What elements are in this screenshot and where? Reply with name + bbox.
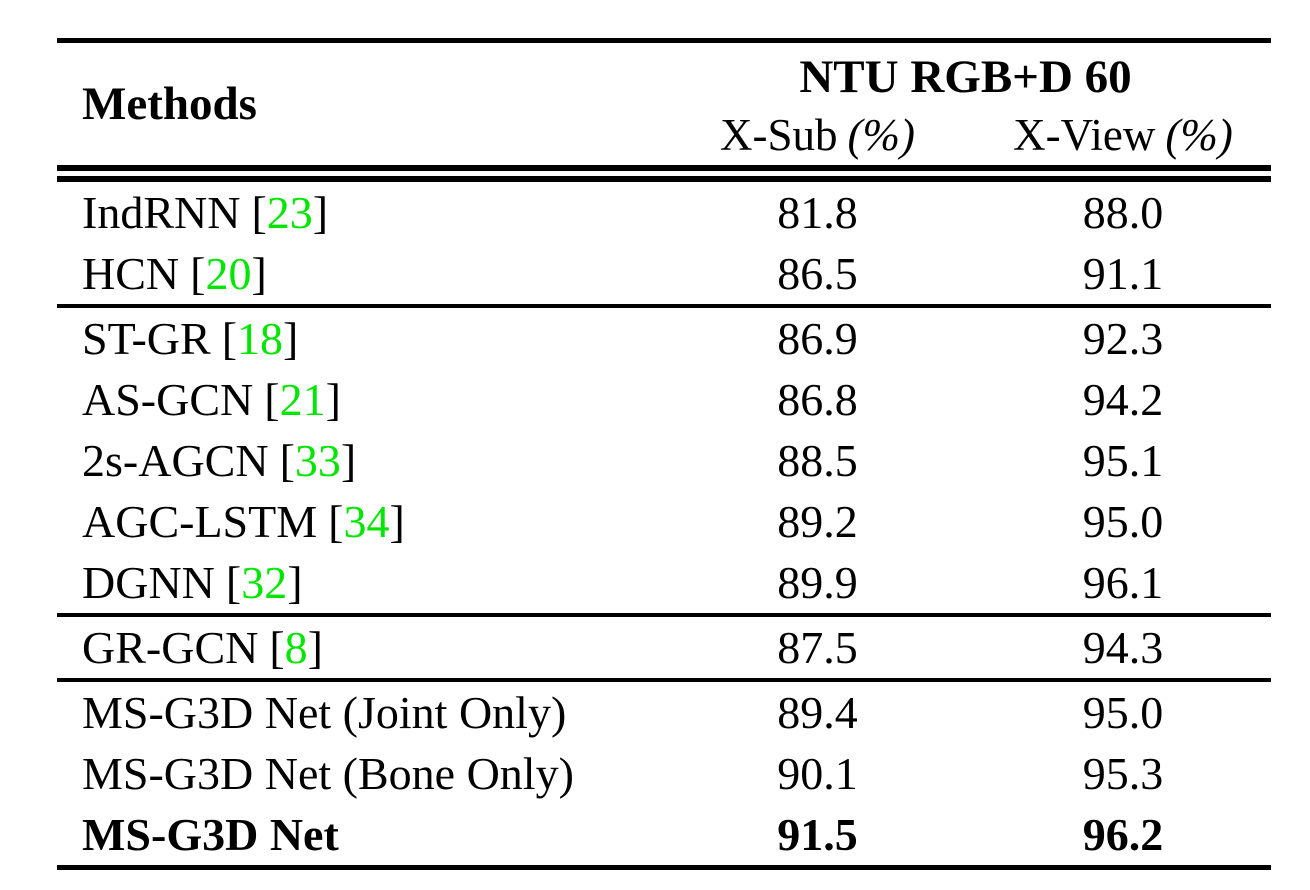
- method-name: AGC-LSTM: [82, 496, 318, 547]
- method-cell: AS-GCN 21: [57, 369, 660, 430]
- xview-value: 92.3: [975, 304, 1271, 369]
- dataset-header: NTU RGB+D 60: [799, 51, 1132, 103]
- xsub-header-label: X-Sub: [720, 110, 838, 160]
- citation-number[interactable]: 33: [294, 435, 341, 486]
- method-cell: IndRNN 23: [57, 174, 660, 244]
- xview-value: 95.0: [1082, 496, 1164, 547]
- method-name: 2s-AGCN: [82, 435, 269, 486]
- method-cell: MS-G3D Net: [57, 804, 660, 868]
- citation-ref[interactable]: 21: [264, 374, 341, 425]
- xview-header-label: X-View: [1013, 110, 1156, 160]
- results-table: Methods NTU RGB+D 60 X-Sub (%) X-View (%) …: [57, 38, 1271, 870]
- header-row-dataset: Methods NTU RGB+D 60: [57, 40, 1271, 182]
- method-name: IndRNN: [82, 187, 241, 238]
- method-cell: GR-GCN 8: [57, 613, 660, 680]
- table-row-stgr: ST-GR 18 86.9 92.3: [57, 304, 1271, 369]
- citation-ref[interactable]: 8: [269, 622, 323, 673]
- method-name: DGNN: [82, 557, 215, 608]
- citation-ref[interactable]: 20: [190, 248, 267, 299]
- citation-number[interactable]: 23: [266, 187, 313, 238]
- xview-value: 94.2: [1082, 374, 1164, 425]
- xsub-value: 88.5: [777, 435, 858, 486]
- xview-value: 94.3: [975, 613, 1271, 680]
- table-row-msg3d-bone: MS-G3D Net (Bone Only) 90.1 95.3: [57, 743, 1271, 804]
- column-header-xsub: X-Sub (%): [660, 105, 975, 182]
- xview-value: 91.1: [1082, 248, 1164, 299]
- method-name: MS-G3D Net (Bone Only): [82, 748, 574, 799]
- xsub-value: 86.5: [777, 248, 858, 299]
- benchmark-table-container: Methods NTU RGB+D 60 X-Sub (%) X-View (%) …: [57, 38, 1271, 870]
- xsub-value: 89.2: [777, 496, 858, 547]
- method-cell: AGC-LSTM 34: [57, 491, 660, 552]
- xview-value: 96.1: [1082, 557, 1164, 608]
- table-row-dgnn: DGNN 32 89.9 96.1: [57, 552, 1271, 615]
- xview-value: 95.0: [975, 678, 1271, 743]
- citation-number[interactable]: 18: [237, 313, 284, 364]
- method-cell: HCN 20: [57, 243, 660, 306]
- citation-number[interactable]: 20: [205, 248, 252, 299]
- table-row-asgcn: AS-GCN 21 86.8 94.2: [57, 369, 1271, 430]
- citation-ref[interactable]: 33: [280, 435, 357, 486]
- table-row-msg3d-joint: MS-G3D Net (Joint Only) 89.4 95.0: [57, 678, 1271, 743]
- citation-ref[interactable]: 23: [251, 187, 328, 238]
- xview-value: 95.3: [1082, 748, 1164, 799]
- method-name: AS-GCN: [82, 374, 254, 425]
- table-row-hcn: HCN 20 86.5 91.1: [57, 243, 1271, 306]
- method-cell: DGNN 32: [57, 552, 660, 615]
- citation-number[interactable]: 8: [284, 622, 308, 673]
- method-cell: MS-G3D Net (Joint Only): [57, 678, 660, 743]
- xsub-value: 91.5: [777, 809, 858, 860]
- citation-ref[interactable]: 32: [226, 557, 303, 608]
- xview-value: 88.0: [1082, 187, 1164, 238]
- method-name: MS-G3D Net (Joint Only): [82, 687, 567, 738]
- method-cell: 2s-AGCN 33: [57, 430, 660, 491]
- xsub-value: 87.5: [660, 613, 975, 680]
- method-name: GR-GCN: [82, 622, 259, 673]
- table-row-msg3d-full: MS-G3D Net 91.5 96.2: [57, 804, 1271, 868]
- xsub-value: 86.8: [777, 374, 858, 425]
- citation-ref[interactable]: 18: [222, 313, 299, 364]
- citation-number[interactable]: 21: [279, 374, 326, 425]
- method-cell: ST-GR 18: [57, 304, 660, 369]
- method-name: HCN: [82, 248, 180, 299]
- column-header-methods: Methods: [57, 40, 660, 182]
- table-row-2sagcn: 2s-AGCN 33 88.5 95.1: [57, 430, 1271, 491]
- xsub-header-unit: (%): [847, 110, 915, 160]
- xsub-value: 89.9: [777, 557, 858, 608]
- xview-value: 96.2: [1082, 809, 1164, 860]
- xsub-value: 86.9: [660, 304, 975, 369]
- xsub-value: 90.1: [777, 748, 858, 799]
- method-name: MS-G3D Net: [82, 809, 339, 860]
- table-row-grgcn: GR-GCN 8 87.5 94.3: [57, 613, 1271, 680]
- method-name: ST-GR: [82, 313, 211, 364]
- citation-number[interactable]: 34: [343, 496, 390, 547]
- column-header-xview: X-View (%): [975, 105, 1271, 182]
- table-row-indrnn: IndRNN 23 81.8 88.0: [57, 174, 1271, 244]
- xview-header-unit: (%): [1165, 110, 1233, 160]
- table-row-agclstm: AGC-LSTM 34 89.2 95.0: [57, 491, 1271, 552]
- method-cell: MS-G3D Net (Bone Only): [57, 743, 660, 804]
- citation-ref[interactable]: 34: [328, 496, 405, 547]
- header-row-splits: X-Sub (%) X-View (%): [57, 105, 1271, 182]
- xsub-value: 81.8: [777, 187, 858, 238]
- citation-number[interactable]: 32: [241, 557, 288, 608]
- xview-value: 95.1: [1082, 435, 1164, 486]
- xsub-value: 89.4: [660, 678, 975, 743]
